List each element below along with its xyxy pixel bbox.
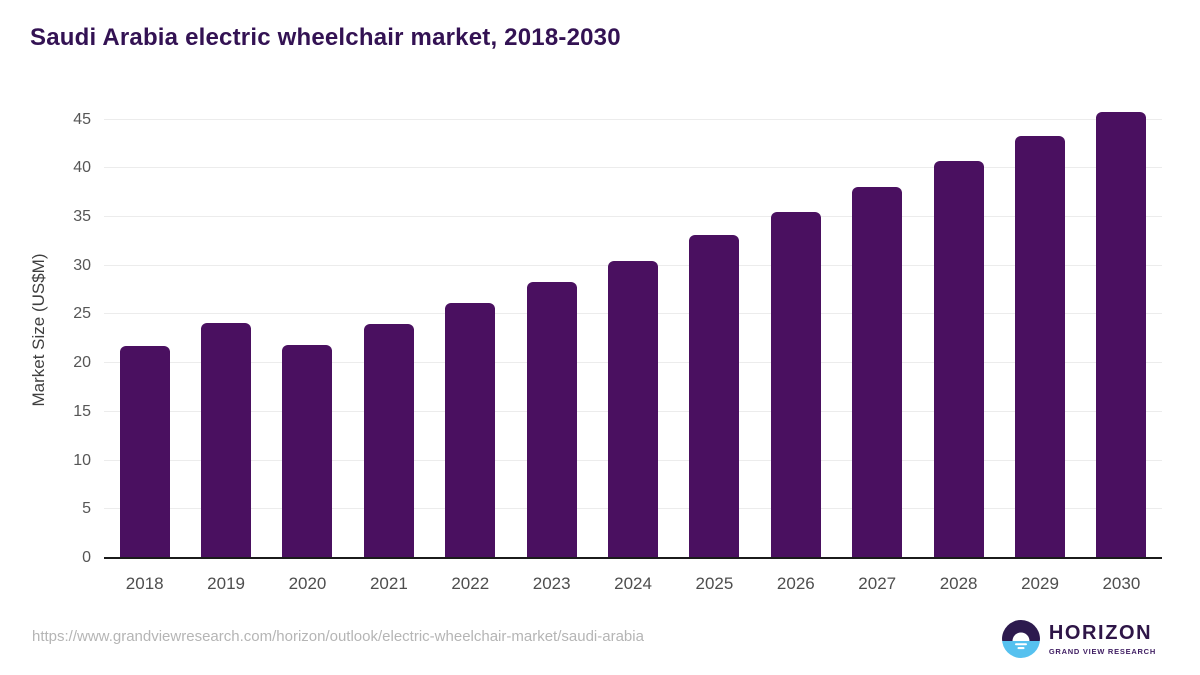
y-tick-label-40: 40 — [73, 159, 91, 177]
bar-2021 — [363, 324, 414, 558]
y-tick-label-5: 5 — [82, 500, 91, 518]
x-tick-label-2023: 2023 — [532, 574, 571, 593]
bar-slot-2023: 2023 — [511, 100, 592, 593]
bars-row: 2018 2019 2020 2021 2022 2023 2024 2025 2026 2027… — [104, 100, 1162, 593]
gridline-45 — [104, 118, 1162, 120]
bar-2028 — [933, 161, 984, 558]
x-axis-line — [104, 557, 1162, 559]
x-tick-label-2025: 2025 — [695, 574, 734, 593]
bar-2023 — [526, 282, 577, 558]
x-tick-label-2021: 2021 — [369, 574, 408, 593]
bar-slot-2026: 2026 — [755, 100, 836, 593]
bar-2026 — [770, 212, 821, 558]
bar-2019 — [201, 323, 252, 558]
x-tick-label-2019: 2019 — [207, 574, 245, 593]
bar-2027 — [852, 186, 903, 558]
bar-slot-2022: 2022 — [430, 100, 511, 593]
gridline-35 — [104, 215, 1162, 217]
bar-slot-2028: 2028 — [918, 100, 999, 593]
bar-2030 — [1096, 111, 1147, 558]
y-tick-label-0: 0 — [82, 549, 91, 566]
x-tick-label-2022: 2022 — [451, 574, 490, 593]
x-tick-label-2020: 2020 — [288, 574, 327, 593]
bar-slot-2020: 2020 — [267, 100, 348, 593]
bar-slot-2029: 2029 — [999, 100, 1080, 593]
plot-area: 0 5 10 15 20 25 30 35 40 45 2018 2019 2020 2021 2022 20… — [73, 100, 1162, 593]
bar-slot-2021: 2021 — [348, 100, 429, 593]
bar-2025 — [689, 235, 740, 558]
y-tick-label-30: 30 — [73, 256, 91, 274]
bar-slot-2025: 2025 — [674, 100, 755, 593]
logo-subtitle: GRAND VIEW RESEARCH — [1048, 646, 1156, 656]
bar-slot-2019: 2019 — [185, 100, 266, 593]
horizon-logo-icon — [1001, 620, 1040, 658]
bar-2020 — [282, 344, 333, 558]
y-tick-label-35: 35 — [73, 207, 91, 225]
x-tick-label-2018: 2018 — [125, 574, 164, 593]
y-tick-label-25: 25 — [73, 305, 91, 323]
bar-2018 — [119, 345, 170, 558]
logo-wordmark: HORIZON — [1048, 621, 1153, 644]
bar-2024 — [608, 260, 659, 558]
bar-slot-2030: 2030 — [1081, 100, 1162, 593]
x-tick-label-2024: 2024 — [614, 574, 652, 593]
y-tick-label-10: 10 — [73, 451, 91, 469]
x-tick-label-2029: 2029 — [1021, 574, 1059, 593]
gridline-40 — [104, 167, 1162, 169]
x-tick-label-2030: 2030 — [1102, 574, 1141, 593]
chart-title: Saudi Arabia electric wheelchair market,… — [30, 24, 621, 51]
bar-slot-2024: 2024 — [592, 100, 673, 593]
y-tick-label-15: 15 — [73, 402, 91, 420]
x-tick-label-2027: 2027 — [858, 574, 897, 593]
logo-text-block: HORIZON GRAND VIEW RESEARCH — [1049, 623, 1156, 656]
x-tick-label-2026: 2026 — [776, 574, 815, 593]
bar-slot-2027: 2027 — [837, 100, 918, 593]
bar-2022 — [445, 302, 496, 558]
y-axis-title: Market Size (US$M) — [29, 253, 48, 407]
y-tick-label-20: 20 — [73, 354, 91, 372]
bar-slot-2018: 2018 — [104, 100, 185, 593]
horizon-logo: HORIZON GRAND VIEW RESEARCH — [1001, 620, 1156, 658]
x-tick-label-2028: 2028 — [939, 574, 978, 593]
y-tick-label-45: 45 — [73, 110, 91, 128]
source-url: https://www.grandviewresearch.com/horizo… — [32, 628, 644, 645]
bar-2029 — [1014, 136, 1065, 558]
